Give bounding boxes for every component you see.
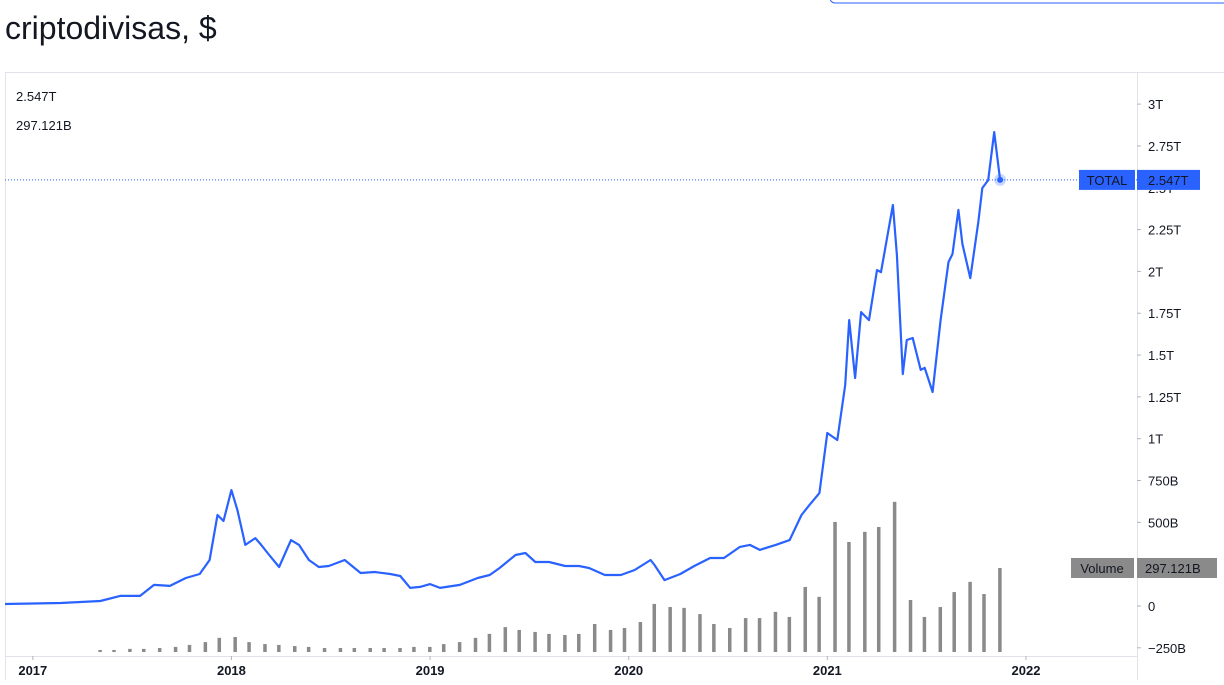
volume-bar <box>712 624 716 652</box>
volume-bar <box>909 600 913 652</box>
volume-bar <box>577 634 581 652</box>
volume-tag-value: 297.121B <box>1145 561 1201 576</box>
volume-bar <box>517 630 521 652</box>
x-tick-label: 2020 <box>614 663 643 678</box>
volume-bar <box>593 624 597 652</box>
volume-bar <box>833 522 837 652</box>
volume-bar <box>788 617 792 652</box>
volume-bar <box>774 612 778 652</box>
plot-area: −250B0250B500B750B1T1.25T1.5T1.75T2T2.25… <box>5 89 1217 678</box>
search-box[interactable] <box>830 0 1224 3</box>
volume-bar <box>233 637 237 652</box>
volume-bar <box>174 647 178 652</box>
volume-bar <box>442 644 446 652</box>
volume-bar <box>563 635 567 652</box>
volume-bar <box>847 542 851 652</box>
y-tick-label: −250B <box>1148 641 1186 656</box>
volume-bar <box>893 502 897 652</box>
y-tick-label: 3T <box>1148 97 1163 112</box>
price-tag-value: 2.547T <box>1148 173 1189 188</box>
last-point <box>997 177 1003 183</box>
volume-bar <box>98 650 102 652</box>
x-tick-label: 2017 <box>18 663 47 678</box>
y-tick-label: 750B <box>1148 474 1178 489</box>
volume-bar <box>728 628 732 652</box>
volume-bar <box>803 587 807 652</box>
volume-bar <box>218 638 222 652</box>
x-tick-label: 2018 <box>217 663 246 678</box>
y-tick-label: 1T <box>1148 432 1163 447</box>
volume-bar <box>293 646 297 652</box>
volume-bar <box>533 632 537 652</box>
volume-bar <box>698 614 702 652</box>
volume-bar <box>877 527 881 652</box>
volume-bar <box>323 648 327 652</box>
volume-bar <box>504 627 508 652</box>
volume-bar <box>547 634 551 652</box>
volume-tag-name: Volume <box>1080 561 1123 576</box>
chart-title: criptodivisas, $ <box>5 10 217 46</box>
volume-bar <box>158 648 162 652</box>
legend-value: 2.547T <box>16 89 57 104</box>
y-tick-label: 0 <box>1148 599 1155 614</box>
volume-bar <box>744 618 748 652</box>
x-tick-label: 2022 <box>1012 663 1041 678</box>
y-tick-label: 2.75T <box>1148 139 1181 154</box>
volume-bar <box>247 642 251 652</box>
x-tick-label: 2019 <box>416 663 445 678</box>
volume-bar <box>458 642 462 652</box>
volume-bar <box>923 617 927 652</box>
volume-bar <box>368 648 372 652</box>
volume-bar <box>428 647 432 652</box>
volume-bar <box>623 628 627 652</box>
volume-bar <box>488 634 492 652</box>
y-tick-label: 2T <box>1148 264 1163 279</box>
volume-bar <box>277 645 281 652</box>
volume-bar <box>307 647 311 652</box>
volume-bar <box>128 649 132 652</box>
volume-bar <box>863 532 867 652</box>
x-tick-label: 2021 <box>813 663 842 678</box>
volume-bar <box>112 650 116 652</box>
volume-bar <box>952 592 956 652</box>
volume-bar <box>758 618 762 652</box>
chart-frame <box>6 73 1224 681</box>
volume-bar <box>968 582 972 652</box>
volume-bar <box>653 604 657 652</box>
volume-bar <box>639 622 643 652</box>
volume-bar <box>263 644 267 652</box>
legend-value: 297.121B <box>16 118 72 133</box>
volume-bar <box>609 630 613 652</box>
volume-bar <box>188 645 192 652</box>
y-tick-label: 1.25T <box>1148 390 1181 405</box>
volume-bar <box>668 607 672 652</box>
volume-bar <box>412 647 416 652</box>
price-tag-name: TOTAL <box>1087 173 1128 188</box>
volume-bar <box>939 607 943 652</box>
volume-bar <box>982 594 986 652</box>
volume-bar <box>353 648 357 652</box>
volume-bar <box>998 568 1002 652</box>
volume-bar <box>204 642 208 652</box>
volume-bar <box>339 648 343 652</box>
y-tick-label: 1.75T <box>1148 306 1181 321</box>
volume-bar <box>382 648 386 652</box>
volume-bar <box>474 638 478 652</box>
y-tick-label: 1.5T <box>1148 348 1174 363</box>
price-line <box>5 132 1000 604</box>
volume-bar <box>142 649 146 652</box>
volume-bar <box>682 608 686 652</box>
volume-bar <box>398 648 402 652</box>
y-tick-label: 500B <box>1148 515 1178 530</box>
y-tick-label: 2.25T <box>1148 223 1181 238</box>
volume-bar <box>817 597 821 652</box>
